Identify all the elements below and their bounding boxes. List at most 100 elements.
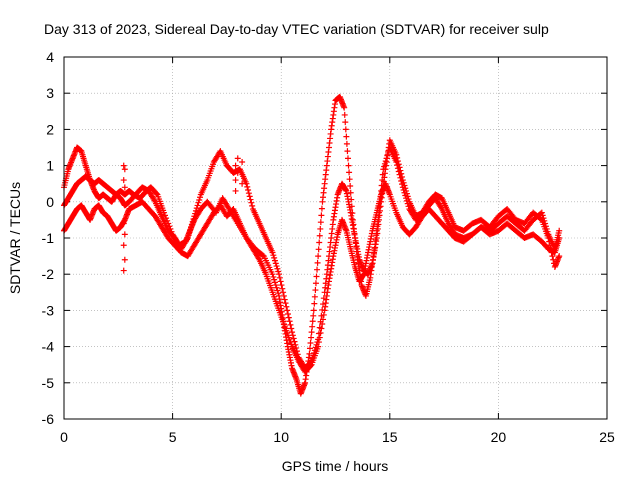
- data-point: [269, 249, 276, 256]
- data-point: [401, 182, 408, 189]
- data-point: [193, 205, 200, 212]
- data-point: [191, 213, 198, 220]
- data-point: [346, 176, 353, 183]
- y-tick-label: -1: [42, 230, 55, 246]
- data-point: [394, 158, 401, 165]
- data-point: [247, 196, 254, 203]
- y-tick-label: -4: [42, 339, 55, 355]
- x-axis-ticks: 0 5 10 15 20 25: [60, 57, 615, 445]
- data-point: [270, 273, 277, 280]
- data-point: [278, 282, 285, 289]
- data-point: [403, 187, 410, 194]
- data-point: [318, 205, 325, 212]
- data-point: [347, 189, 354, 196]
- data-point: [269, 271, 276, 278]
- data-point: [192, 210, 199, 217]
- x-tick-label: 10: [273, 429, 289, 445]
- data-point: [313, 273, 320, 280]
- data-point: [316, 334, 323, 341]
- data-point: [239, 158, 246, 165]
- data-points: [61, 93, 563, 397]
- data-point: [274, 265, 281, 272]
- data-point: [195, 199, 202, 206]
- data-point: [271, 279, 278, 286]
- data-point: [192, 207, 199, 214]
- data-point: [184, 235, 191, 241]
- data-point: [398, 170, 405, 177]
- data-point: [320, 311, 327, 318]
- data-point: [316, 232, 323, 239]
- data-point: [281, 296, 288, 303]
- data-point: [288, 325, 295, 332]
- y-tick-label: -5: [42, 375, 55, 391]
- data-point: [121, 256, 128, 263]
- data-point: [234, 155, 241, 162]
- data-point: [232, 177, 239, 184]
- data-point: [308, 329, 315, 336]
- data-point: [186, 229, 193, 236]
- y-tick-label: 0: [46, 194, 54, 210]
- data-point: [311, 293, 318, 300]
- data-point: [259, 252, 266, 259]
- data-point: [272, 282, 279, 289]
- data-point: [307, 339, 314, 346]
- data-point: [187, 226, 194, 233]
- data-point: [284, 307, 291, 314]
- data-point: [399, 177, 406, 184]
- y-tick-label: 3: [46, 85, 54, 101]
- data-point: [121, 184, 128, 191]
- data-point: [317, 330, 324, 337]
- data-point: [279, 285, 286, 292]
- data-point: [343, 140, 350, 147]
- data-point: [289, 329, 296, 336]
- data-point: [545, 235, 552, 241]
- data-point: [273, 284, 280, 291]
- data-point: [309, 323, 316, 330]
- data-point: [346, 169, 353, 176]
- data-point: [314, 259, 321, 266]
- data-point: [282, 300, 289, 307]
- data-point: [315, 339, 322, 346]
- data-point: [271, 254, 278, 261]
- series-spikes: [120, 155, 246, 274]
- data-point: [121, 166, 128, 173]
- data-point: [120, 242, 127, 249]
- data-point: [271, 276, 278, 283]
- data-point: [189, 218, 196, 225]
- chart-title: Day 313 of 2023, Sidereal Day-to-day VTE…: [44, 21, 549, 37]
- x-tick-label: 25: [599, 429, 615, 445]
- data-point: [309, 318, 316, 325]
- data-point: [277, 278, 284, 285]
- data-point: [194, 202, 201, 209]
- data-point: [120, 177, 127, 184]
- data-point: [274, 287, 281, 294]
- data-point: [310, 312, 317, 319]
- data-point: [316, 239, 323, 246]
- y-tick-label: 4: [46, 49, 54, 65]
- data-point: [188, 221, 195, 228]
- data-point: [343, 133, 350, 140]
- y-tick-label: -3: [42, 302, 55, 318]
- y-tick-label: 2: [46, 121, 54, 137]
- data-point: [539, 212, 546, 219]
- data-point: [273, 263, 280, 270]
- series-track-2: [61, 137, 563, 372]
- plot-frame: [63, 56, 608, 420]
- data-point: [121, 231, 128, 238]
- data-point: [239, 180, 246, 187]
- data-point: [404, 193, 411, 200]
- data-point: [342, 126, 349, 133]
- data-point: [185, 232, 192, 239]
- data-point: [537, 215, 544, 222]
- x-tick-label: 5: [169, 429, 177, 445]
- data-point: [396, 164, 403, 171]
- data-point: [271, 257, 278, 264]
- y-axis-ticks: -6 -5 -4 -3 -2 -1 0 1 2 3 4: [42, 49, 607, 427]
- data-point: [196, 196, 203, 203]
- data-point: [399, 173, 406, 180]
- data-point: [280, 289, 287, 296]
- y-tick-label: -2: [42, 266, 55, 282]
- data-point: [393, 151, 400, 158]
- data-point: [312, 280, 319, 287]
